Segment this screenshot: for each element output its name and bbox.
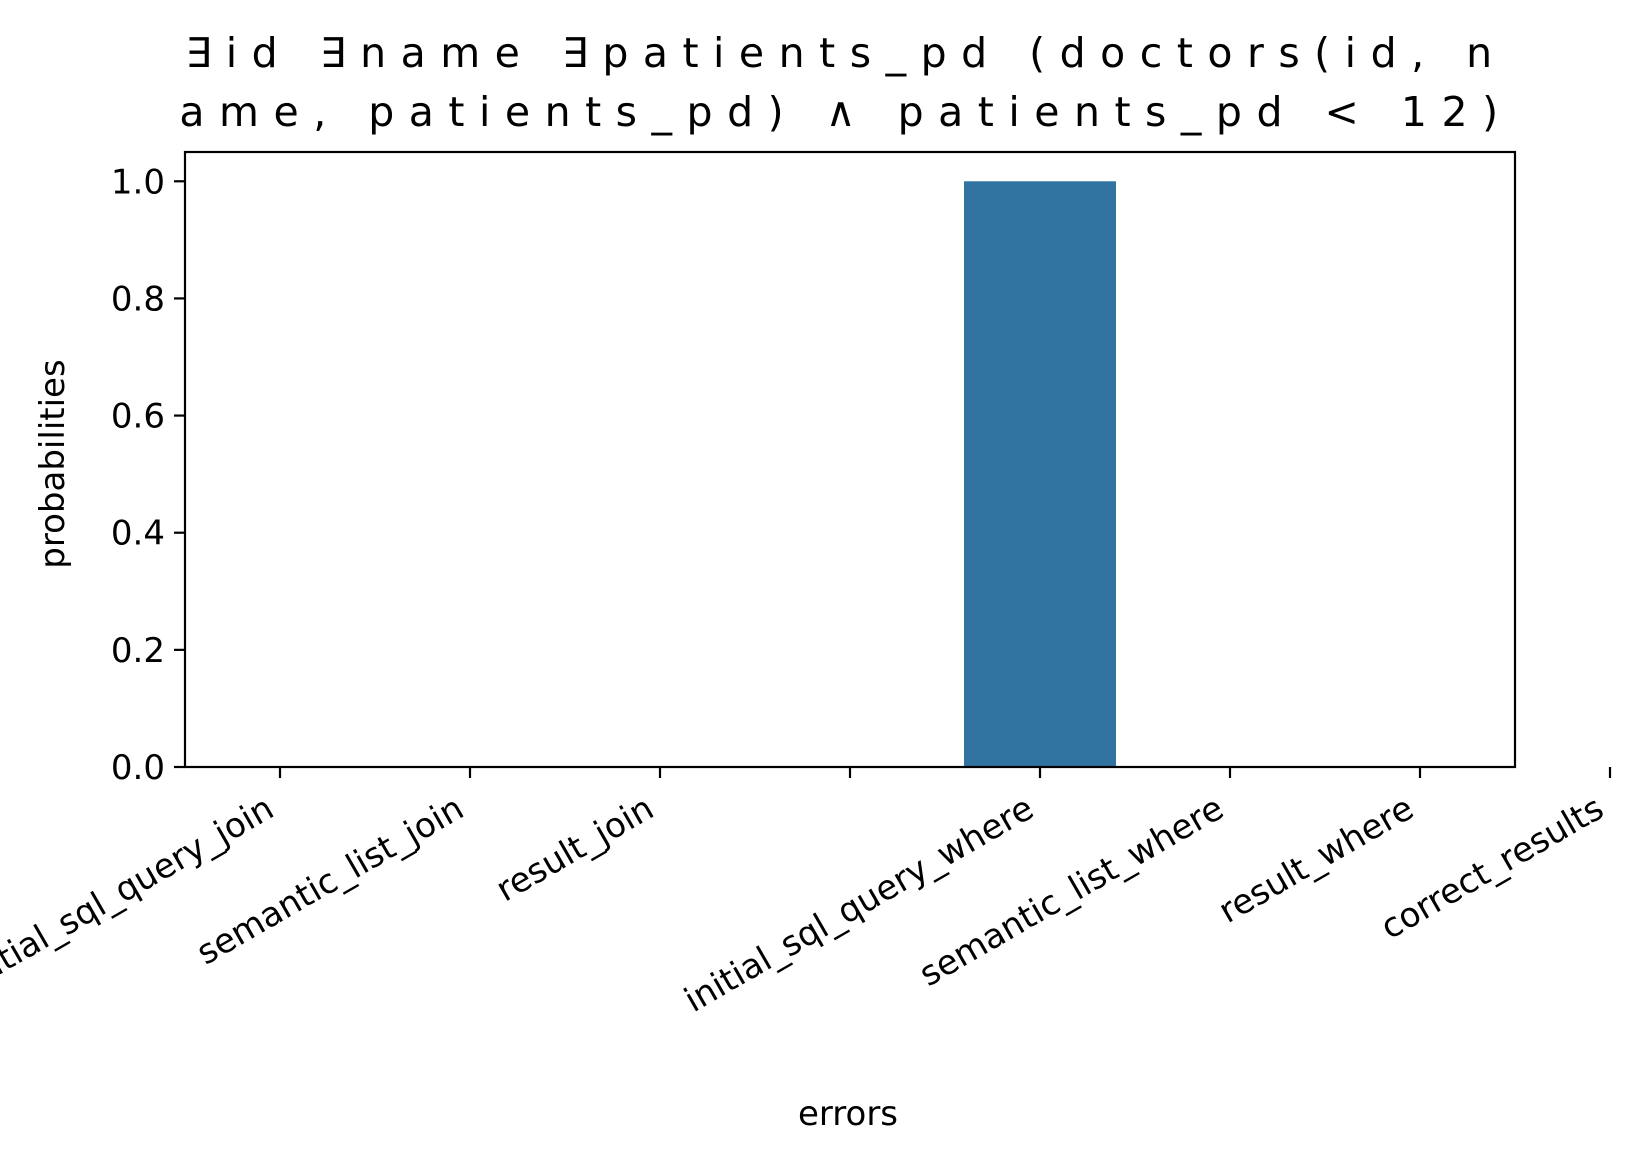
bars-layer	[964, 181, 1116, 768]
x-tick-label: semantic_list_where	[913, 788, 1231, 995]
y-tick-label: 1.0	[111, 162, 165, 202]
y-tick-label: 0.6	[111, 397, 165, 437]
y-tick-label: 0.2	[111, 631, 165, 671]
y-axis-ticks: 0.0 0.2 0.4 0.6 0.8 1.0	[111, 162, 185, 788]
chart-title-line-1: ∃id ∃name ∃patients_pd (doctors(id, n	[185, 29, 1506, 77]
x-axis-ticks: initial_sql_query_joinsemantic_list_join…	[0, 767, 1612, 1021]
y-tick-label: 0.8	[111, 279, 165, 319]
y-axis-label: probabilities	[33, 359, 73, 568]
y-tick-label: 0.4	[111, 514, 165, 554]
y-tick-label: 0.0	[111, 748, 165, 788]
x-tick-label: result_join	[489, 788, 660, 910]
x-axis-label: errors	[798, 1094, 898, 1134]
chart-title-line-2: ame, patients_pd) ∧ patients_pd < 12)	[179, 88, 1512, 136]
bar-4	[964, 181, 1116, 768]
x-tick-label: initial_sql_query_where	[678, 788, 1041, 1021]
x-tick-label: initial_sql_query_join	[0, 788, 281, 999]
plot-frame	[183, 150, 1517, 769]
